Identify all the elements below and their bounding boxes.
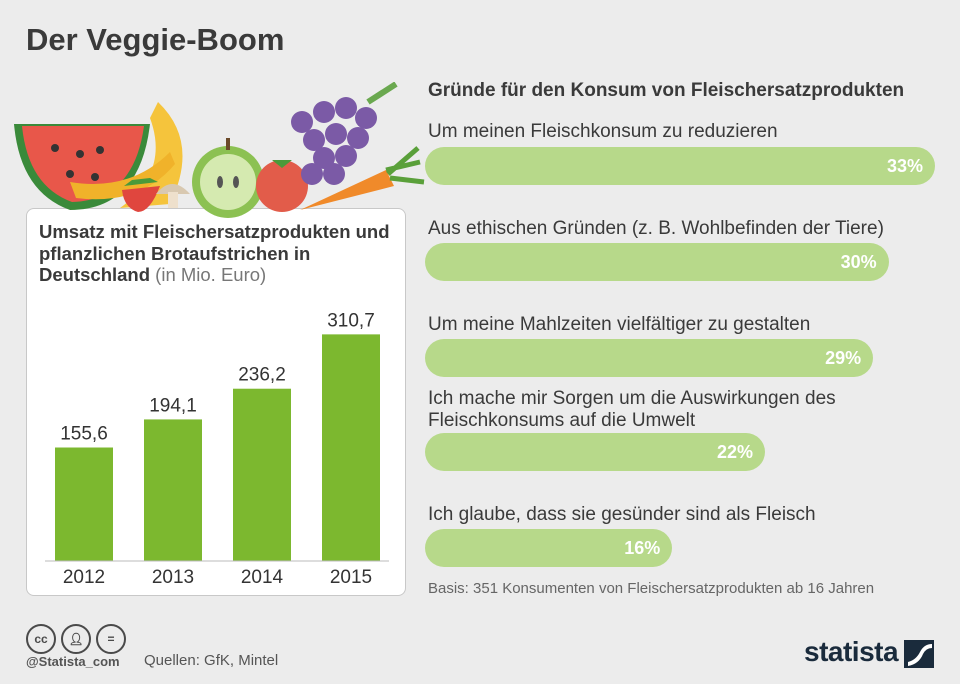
revenue-value-label-2012: 155,6 bbox=[60, 424, 108, 445]
reason-label-5: Ich glaube, dass sie gesünder sind als F… bbox=[428, 504, 816, 525]
reasons-chart-title: Gründe für den Konsum von Fleischersatzp… bbox=[428, 80, 905, 101]
fruit-vegetable-illustration bbox=[14, 82, 425, 218]
revenue-bar-2015 bbox=[322, 334, 380, 561]
grapes-icon bbox=[291, 82, 398, 185]
reason-bar-3: 29% bbox=[425, 339, 874, 377]
reason-percent-1: 33% bbox=[886, 156, 923, 176]
revenue-value-label-2015: 310,7 bbox=[327, 310, 375, 331]
revenue-chart-unit: (in Mio. Euro) bbox=[155, 264, 267, 285]
reason-percent-3: 29% bbox=[825, 348, 862, 368]
revenue-chart-title-text: Umsatz mit Fleischersatzprodukten und pf… bbox=[39, 221, 390, 285]
reason-percent-4: 22% bbox=[716, 442, 753, 462]
reason-label-3: Um meine Mahlzeiten vielfältiger zu gest… bbox=[428, 314, 811, 335]
reason-bar-1: 33% bbox=[425, 147, 935, 185]
reason-bar-2: 30% bbox=[425, 243, 889, 281]
revenue-bar-2013 bbox=[144, 419, 202, 561]
revenue-value-label-2013: 194,1 bbox=[149, 395, 197, 416]
basis-note: Basis: 351 Konsumenten von Fleischersatz… bbox=[428, 580, 875, 597]
reason-bar-5: 16% bbox=[425, 529, 673, 567]
revenue-bar-2012 bbox=[55, 447, 113, 561]
page-title: Der Veggie-Boom bbox=[26, 22, 285, 57]
apple-icon bbox=[192, 138, 264, 218]
sources-text: Quellen: GfK, Mintel bbox=[144, 652, 279, 669]
reason-label-1: Um meinen Fleischkonsum zu reduzieren bbox=[428, 121, 778, 142]
reason-label-4: Ich mache mir Sorgen um die Auswirkungen… bbox=[428, 388, 836, 431]
revenue-year-label-2015: 2015 bbox=[330, 567, 372, 588]
revenue-bar-chart: 155,6 2012 194,1 2013 236,2 2014 310,7 2015 bbox=[45, 310, 389, 588]
cc-icon[interactable]: cc bbox=[26, 624, 56, 654]
twitter-handle[interactable]: @Statista_com bbox=[26, 654, 120, 669]
revenue-chart-panel: Umsatz mit Fleischersatzprodukten und pf… bbox=[26, 208, 406, 596]
strawberry-icon bbox=[122, 178, 160, 212]
mushroom-icon bbox=[156, 184, 190, 208]
license-icons: cc 👤︎ = bbox=[26, 624, 131, 654]
banana-icon bbox=[70, 102, 183, 208]
statista-logo[interactable]: statista bbox=[804, 636, 899, 667]
revenue-year-label-2013: 2013 bbox=[152, 567, 194, 588]
person-icon[interactable]: 👤︎ bbox=[61, 624, 91, 654]
equals-icon[interactable]: = bbox=[96, 624, 126, 654]
revenue-value-label-2014: 236,2 bbox=[238, 365, 286, 386]
carrot-icon bbox=[300, 146, 425, 210]
tomato-icon bbox=[256, 160, 308, 212]
reason-bar-4: 22% bbox=[425, 433, 765, 471]
reason-percent-2: 30% bbox=[840, 252, 877, 272]
reason-label-2: Aus ethischen Gründen (z. B. Wohlbefinde… bbox=[428, 218, 884, 239]
revenue-chart-title: Umsatz mit Fleischersatzprodukten und pf… bbox=[39, 221, 399, 286]
reason-percent-5: 16% bbox=[624, 538, 661, 558]
statista-logo-mark bbox=[904, 640, 934, 668]
revenue-year-label-2012: 2012 bbox=[63, 567, 105, 588]
revenue-year-label-2014: 2014 bbox=[241, 567, 284, 588]
revenue-bar-2014 bbox=[233, 388, 291, 561]
